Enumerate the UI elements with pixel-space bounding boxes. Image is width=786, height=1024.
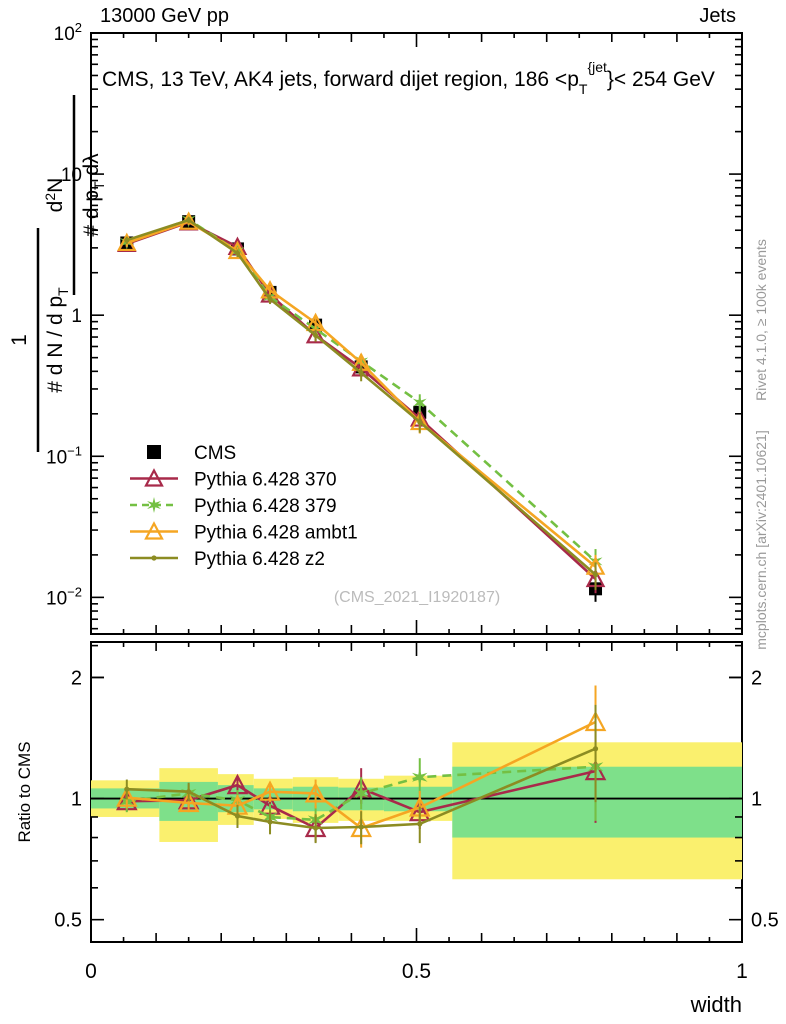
y-axis-label-den: # d N / d pT [44,287,71,393]
marker-triangle [144,521,164,540]
y-tick-label-main: 10 [61,165,82,186]
band-inner [452,766,742,838]
y-tick-label-main: 10−2 [46,584,82,609]
y-tick-label-ratio: 0.5 [54,910,82,932]
series-pythia-6-428-z2 [124,217,599,590]
marker-dot [124,786,130,792]
y-tick-base: 10 [46,588,67,609]
x-tick-label: 0 [85,960,97,983]
main-panel-frame [90,32,743,635]
marker-star [411,768,428,787]
series-pythia-6-428-370 [116,212,606,594]
marker-dot [592,746,599,752]
plot-title-sub: T [579,81,588,97]
legend-label: Pythia 6.428 379 [194,496,337,517]
x-tick-label: 1 [736,960,748,983]
y-tick-label-main: 1 [71,306,82,327]
legend-item[interactable]: Pythia 6.428 z2 [130,549,325,570]
side-text-mcplots: mcplots.cern.ch [arXiv:2401.10621] [753,430,769,649]
marker-triangle [177,791,200,813]
marker-dot [151,555,157,561]
marker-star [412,394,427,411]
marker-star [147,497,161,513]
y-axis-label-2-sup: 2 [42,193,58,201]
y-tick-exp: −2 [67,584,82,599]
marker-triangle [304,782,327,803]
marker-dot [592,571,599,578]
y-axis-label-den-sub: T [55,287,71,296]
legend: CMS Pythia 6.428 370 Pythia 6.428 379 Pythi… [130,443,358,570]
marker-dot [267,819,273,825]
y-tick-label-ratio: 1 [71,789,82,811]
marker-square [147,445,161,459]
y-tick-label-ratio: 2 [71,667,82,689]
series-pythia-6-428-379 [119,211,603,577]
ratio-line [126,747,597,830]
plot-title-sup: {jet [587,59,607,75]
legend-item[interactable]: Pythia 6.428 379 [130,496,337,517]
y-tick-label-ratio-right: 1 [751,789,762,811]
marker-dot [267,296,273,302]
legend-label: CMS [194,443,236,464]
y-axis-label-num: 1 [8,334,31,346]
marker-dot [186,217,192,223]
y-tick-base: 10 [54,24,75,45]
y-tick-label-ratio-right: 0.5 [751,910,779,932]
marker-triangle [305,324,326,344]
y-tick-label-main: 102 [54,20,82,45]
y-tick-label-ratio-right: 2 [751,667,762,689]
y-tick-exp: 2 [75,20,82,35]
ratio-line [126,765,596,822]
marker-dot [417,419,423,425]
marker-dot [312,332,319,338]
marker-dot [417,821,423,827]
legend-item[interactable]: Pythia 6.428 370 [130,468,337,491]
legend-item[interactable]: Pythia 6.428 ambt1 [130,521,358,544]
y-axis-label-2-n: N [44,178,67,193]
ratio-series-group [115,685,607,848]
x-axis-label: width [690,992,742,1017]
marker-dot [312,825,319,831]
marker-dot [186,789,192,795]
plot-title-tail: }< 254 GeV [607,68,715,91]
y-tick-label-main: 10−1 [46,443,82,468]
header-category: Jets [699,5,736,27]
marker-star [353,784,369,803]
ratio-line [126,720,597,830]
x-tick-label: 0.5 [402,960,431,983]
y-axis-label-2-den: # d pT dλ [80,153,107,237]
ratio-line [126,769,596,830]
marker-dot [234,250,241,256]
legend-label: Pythia 6.428 370 [194,470,337,491]
ratio-axis-label: Ratio to CMS [15,741,34,842]
ratio-series-pythia-6-428-z2 [124,704,599,845]
marker-triangle [115,786,138,807]
series-cms [120,215,603,602]
marker-triangle [144,468,164,487]
watermark-text: (CMS_2021_I1920187) [334,589,500,606]
series-pythia-6-428-ambt1 [116,211,606,582]
legend-item[interactable]: CMS [147,443,236,464]
header-beam: 13000 GeV pp [100,5,229,27]
plot-title: CMS, 13 TeV, AK4 jets, forward dijet reg… [102,59,715,97]
marker-dot [358,824,364,830]
y-tick-exp: −1 [67,443,82,458]
y-axis-label: 1 # d N / d pT [8,228,71,452]
series-line [126,218,597,576]
y-tick-base: 10 [46,447,67,468]
y-axis-label-2-sub: T [91,181,107,190]
y-axis-label-2: d2N # d pT dλ [42,95,107,295]
marker-dot [358,370,364,376]
marker-dot [124,237,130,243]
y-axis-label-2-num: d2N [42,178,67,213]
marker-dot [234,813,241,819]
marker-triangle [259,780,281,801]
legend-label: Pythia 6.428 z2 [194,549,325,570]
legend-label: Pythia 6.428 ambt1 [194,523,358,544]
marker-triangle [116,232,137,252]
side-text-rivet: Rivet 4.1.0, ≥ 100k events [753,239,769,401]
main-series-group [116,211,606,602]
